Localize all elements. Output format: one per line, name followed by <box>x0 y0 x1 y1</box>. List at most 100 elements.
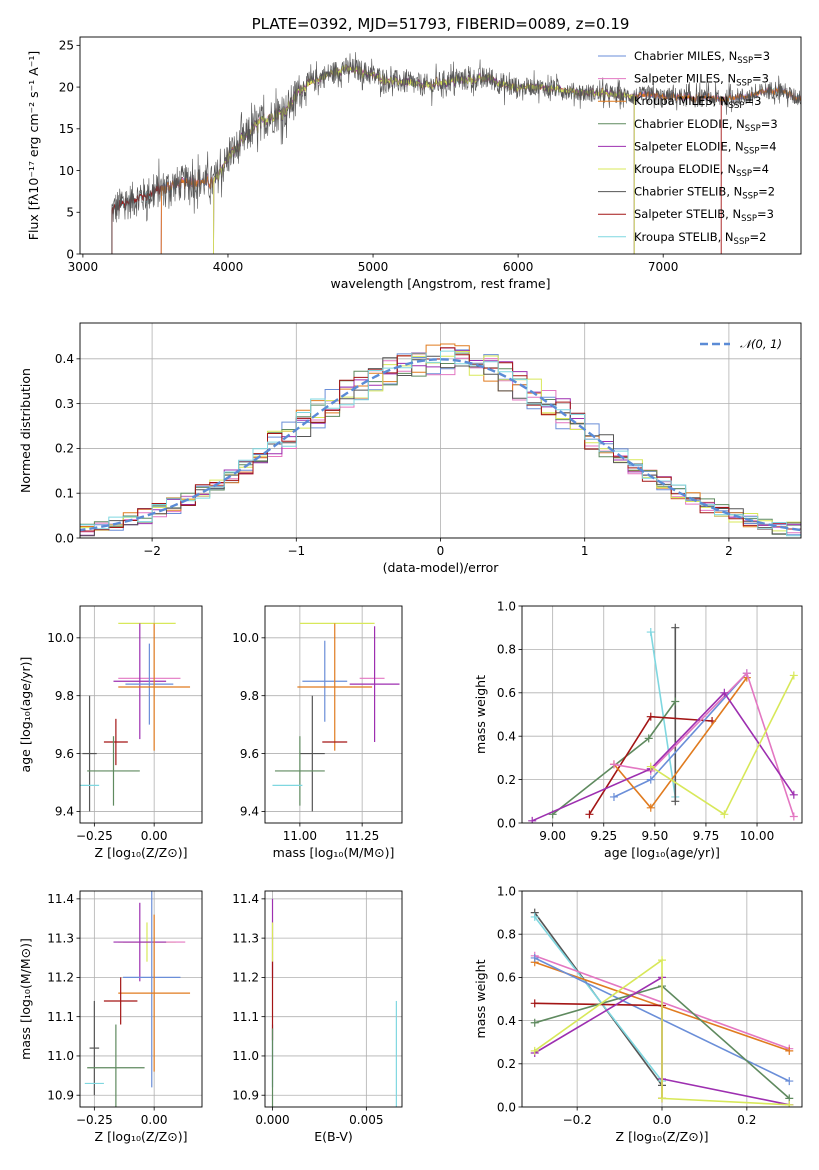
x-axis-label: Z [log₁₀(Z/Z⊙)] <box>616 1129 709 1144</box>
plus-marker <box>658 956 666 965</box>
plus-marker <box>671 623 680 632</box>
axes-mass_vs_ebv: 0.000 0.005 10.9 11.0 11.1 11.2 11.3 11.4 E(B-V) <box>232 890 403 1144</box>
plus-marker <box>646 712 655 721</box>
axes-frame <box>264 890 403 1108</box>
y-tick-label: 9.8 <box>240 689 259 703</box>
weight-series <box>671 623 680 806</box>
ticks-spectrum: 3000 4000 5000 6000 7000 0 5 10 15 20 25 <box>59 39 679 274</box>
y-tick-label: 10.9 <box>232 1089 259 1103</box>
y-tick-label: 11.4 <box>232 892 259 906</box>
y-tick-label: 9.4 <box>240 805 259 819</box>
plus-marker <box>671 797 680 806</box>
legend-eq: =4 <box>752 162 769 176</box>
plus-marker <box>530 999 539 1008</box>
y-tick-label: 11.1 <box>47 1010 74 1024</box>
y-tick-label: 9.4 <box>55 805 74 819</box>
y-axis-label: mass [log₁₀(M/M⊙)] <box>18 938 33 1060</box>
y-tick-label: 0.0 <box>497 816 516 830</box>
legend-entry: Chabrier ELODIE, NSSP=3 <box>634 117 778 134</box>
legend-sub: SSP <box>736 169 752 179</box>
legend-sub: SSP <box>741 214 757 224</box>
y-tick-label: 11.1 <box>232 1010 259 1024</box>
plus-marker <box>785 1046 794 1055</box>
y-tick-label: 5 <box>66 206 74 220</box>
x-tick-label: 0.00 <box>141 829 168 843</box>
y-tick-label: 0.4 <box>497 1014 516 1028</box>
grid-weight_vs_age <box>522 606 802 823</box>
grid-mass_vs_Z <box>80 891 202 1107</box>
y-tick-label: 11.4 <box>47 892 74 906</box>
plus-marker <box>609 760 618 769</box>
x-axis-label: E(B-V) <box>314 1129 353 1144</box>
grid-age_vs_Z <box>80 606 202 823</box>
y-tick-label: 0.8 <box>497 643 516 657</box>
data-point <box>297 623 373 751</box>
axes-frame <box>264 605 403 824</box>
y-tick-label: 11.3 <box>232 931 259 945</box>
y-tick-label: 20 <box>59 80 74 94</box>
plus-marker <box>789 790 798 799</box>
data-point <box>118 623 191 751</box>
y-tick-label: 15 <box>59 122 74 136</box>
x-tick-label: 9.00 <box>539 829 566 843</box>
ticks-age_vs_mass: 11.00 11.25 9.4 9.6 9.8 10.0 <box>232 631 379 843</box>
legend-eq: =3 <box>744 94 761 108</box>
legend-sub: SSP <box>737 56 753 66</box>
x-tick-label: 0 <box>437 544 445 558</box>
plus-marker <box>530 1018 539 1027</box>
grid-mass_vs_ebv <box>265 891 402 1107</box>
legend-entry: Chabrier STELIB, NSSP=2 <box>634 185 775 202</box>
x-tick-label: −2 <box>143 544 161 558</box>
legend-label: Salpeter MILES, N <box>634 72 736 86</box>
legend-entry: Kroupa ELODIE, NSSP=4 <box>634 162 769 179</box>
weight-series <box>646 671 798 819</box>
axes-frame <box>79 890 203 1108</box>
x-tick-label: 3000 <box>68 260 99 274</box>
y-tick-label: 9.6 <box>240 747 259 761</box>
x-tick-label: 11.00 <box>283 829 317 843</box>
legend-eq: =3 <box>761 117 778 131</box>
x-axis-label: mass [log₁₀(M/M⊙)] <box>273 845 395 860</box>
y-tick-label: 0 <box>66 247 74 261</box>
x-tick-label: 9.25 <box>590 829 617 843</box>
plus-marker <box>530 1046 539 1055</box>
axes-age_vs_mass: 11.00 11.25 9.4 9.6 9.8 10.0 mass [log₁₀(M/M⊙)… <box>232 605 403 860</box>
legend-eq: =3 <box>752 72 769 86</box>
x-tick-label: 0.0 <box>652 1113 671 1127</box>
legend-sub: SSP <box>742 192 758 202</box>
axes-weight_vs_Z: −0.2 0.0 0.2 0.0 0.2 0.4 0.6 0.8 1.0 Z [log₁₀(Z/Z… <box>473 884 803 1144</box>
x-tick-label: 6000 <box>503 260 534 274</box>
legend-entry: Kroupa MILES, NSSP=3 <box>634 94 761 111</box>
plus-marker <box>646 762 655 771</box>
plus-marker <box>646 775 655 784</box>
plot-area-age_vs_Z <box>80 606 202 823</box>
y-tick-label: 9.6 <box>55 747 74 761</box>
x-tick-label: −1 <box>287 544 305 558</box>
x-axis-label: age [log₁₀(age/yr)] <box>604 845 720 860</box>
legend-label: Salpeter ELODIE, N <box>634 139 744 153</box>
weight-line <box>613 672 748 798</box>
plus-marker <box>785 1100 794 1107</box>
ticks-weight_vs_Z: −0.2 0.0 0.2 0.0 0.2 0.4 0.6 0.8 1.0 <box>497 884 756 1127</box>
y-tick-label: 0.2 <box>497 773 516 787</box>
model-spectrum-line <box>111 64 722 254</box>
legend-label: Chabrier STELIB, N <box>634 185 742 199</box>
x-tick-label: 2 <box>725 544 733 558</box>
legend-sub: SSP <box>729 101 745 111</box>
y-tick-label: 0.4 <box>55 352 74 366</box>
axes-residuals: −2 −1 0 1 2 0.0 0.1 0.2 0.3 0.4 (data-model)/error… <box>18 322 802 575</box>
plus-marker <box>789 812 798 821</box>
plus-marker <box>530 953 539 962</box>
x-tick-label: 9.50 <box>641 829 668 843</box>
y-tick-label: 0.4 <box>497 730 516 744</box>
y-tick-label: 10.0 <box>47 631 74 645</box>
plus-marker <box>785 1077 794 1086</box>
y-tick-label: 11.2 <box>232 971 259 985</box>
legend-eq: =2 <box>758 185 775 199</box>
weight-series <box>609 669 798 821</box>
legend-entry: Salpeter MILES, NSSP=3 <box>634 72 769 89</box>
y-tick-label: 11.3 <box>47 931 74 945</box>
data-point <box>87 736 140 806</box>
